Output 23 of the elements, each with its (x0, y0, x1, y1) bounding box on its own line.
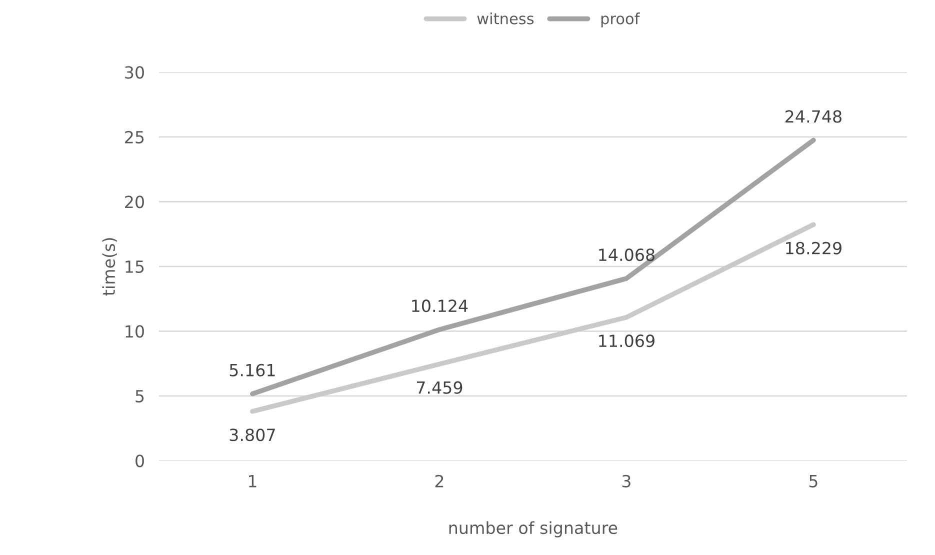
y-tick-label: 5 (136, 390, 144, 402)
x-tick-label: 5 (809, 475, 818, 488)
y-tick-label: 20 (125, 196, 144, 208)
legend-label: witness (477, 12, 534, 24)
data-label: 7.459 (416, 381, 462, 394)
legend-label: proof (601, 12, 640, 28)
data-label: 24.748 (786, 110, 842, 123)
y-tick-label: 15 (126, 260, 144, 273)
y-tick-label: 30 (125, 66, 144, 79)
data-label: 11.069 (599, 334, 654, 348)
x-tick-label: 1 (248, 475, 256, 488)
data-label: 5.161 (230, 364, 275, 376)
y-tick-label: 10 (126, 325, 144, 338)
data-label: 10.124 (412, 300, 468, 312)
x-tick-label: 2 (435, 474, 444, 488)
data-label: 14.068 (599, 248, 654, 262)
y-tick-label: 0 (136, 454, 144, 468)
x-axis-title: number of signature (449, 521, 618, 538)
y-tick-label: 25 (125, 130, 144, 144)
data-label: 3.807 (230, 428, 275, 442)
data-label: 18.229 (786, 242, 842, 254)
x-tick-label: 3 (622, 474, 630, 488)
y-axis-title: time(s) (102, 238, 118, 296)
